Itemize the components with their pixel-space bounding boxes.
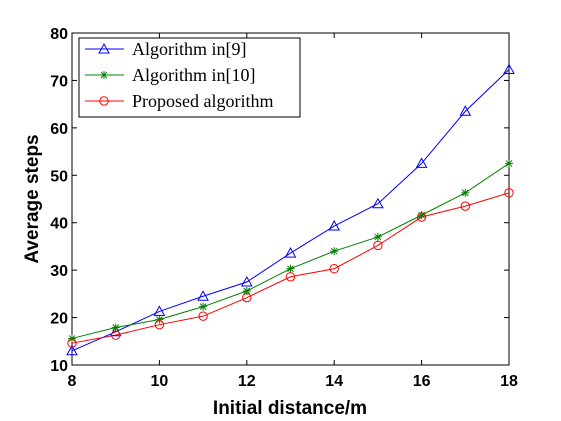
- triangle-marker: [153, 305, 166, 316]
- x-tick-label: 10: [151, 373, 169, 390]
- star-marker: [373, 232, 382, 241]
- star-marker: [461, 188, 470, 197]
- triangle-marker: [328, 220, 341, 231]
- circle-marker: [111, 330, 121, 340]
- circle-marker: [373, 240, 383, 251]
- triangle-marker: [98, 42, 110, 54]
- star-stroke: [68, 335, 76, 342]
- triangle-marker: [415, 157, 428, 168]
- legend-box: [78, 37, 301, 118]
- star-marker: [199, 302, 208, 311]
- star-stroke: [100, 71, 108, 79]
- star-stroke: [156, 316, 163, 323]
- y-tick-label: 10: [50, 358, 68, 375]
- triangle-marker: [372, 197, 384, 209]
- star-stroke: [461, 189, 469, 197]
- star-marker: [505, 159, 513, 168]
- x-tick-label: 12: [238, 373, 256, 390]
- x-axis-title: Initial distance/m: [213, 398, 367, 419]
- legend-label: Proposed algorithm: [132, 91, 274, 111]
- star-marker: [155, 315, 164, 324]
- triangle-marker: [284, 247, 297, 258]
- circle-marker: [198, 311, 208, 321]
- star-stroke: [330, 247, 338, 255]
- star-marker: [68, 334, 76, 343]
- x-tick-label: 8: [68, 373, 77, 390]
- triangle-marker: [240, 275, 253, 287]
- circle-marker: [99, 96, 109, 106]
- y-tick-label: 80: [50, 26, 68, 43]
- y-tick-label: 40: [50, 216, 68, 233]
- circle-marker: [285, 272, 296, 282]
- circle-marker: [242, 292, 252, 303]
- star-stroke: [199, 303, 207, 311]
- triangle-marker: [66, 344, 78, 356]
- star-stroke: [112, 324, 120, 331]
- x-tick-label: 14: [325, 373, 343, 390]
- star-stroke: [243, 287, 251, 295]
- circle-marker: [329, 264, 339, 274]
- x-tick-label: 16: [413, 373, 431, 390]
- star-marker: [286, 264, 295, 273]
- y-axis-title: Average steps: [22, 134, 43, 263]
- y-tick-label: 50: [50, 168, 68, 185]
- circle-marker: [67, 338, 77, 348]
- circle-marker: [504, 188, 514, 198]
- star-stroke: [287, 265, 294, 273]
- triangle-marker: [459, 105, 472, 116]
- series-line: [71, 192, 510, 344]
- circle-marker: [154, 319, 165, 330]
- y-tick-label: 70: [50, 73, 68, 90]
- y-tick-label: 30: [50, 263, 68, 280]
- triangle-marker: [503, 63, 515, 75]
- star-stroke: [374, 233, 382, 241]
- y-tick-label: 20: [50, 311, 68, 328]
- legend: Algorithm in[9] Algorithm in[10] Proposed …: [78, 37, 301, 118]
- star-marker: [100, 71, 108, 79]
- series-markers: [66, 63, 515, 356]
- legend-label: Algorithm in[10]: [132, 65, 256, 85]
- series-line: [71, 69, 510, 352]
- x-tick-label: 18: [500, 373, 518, 390]
- triangle-marker: [197, 290, 209, 301]
- circle-marker: [460, 201, 470, 211]
- star-stroke: [505, 160, 513, 167]
- star-marker: [330, 247, 339, 256]
- legend-label: Algorithm in[9]: [132, 39, 247, 59]
- star-marker: [111, 323, 120, 332]
- y-tick-label: 60: [50, 121, 68, 138]
- circle-marker: [416, 212, 427, 222]
